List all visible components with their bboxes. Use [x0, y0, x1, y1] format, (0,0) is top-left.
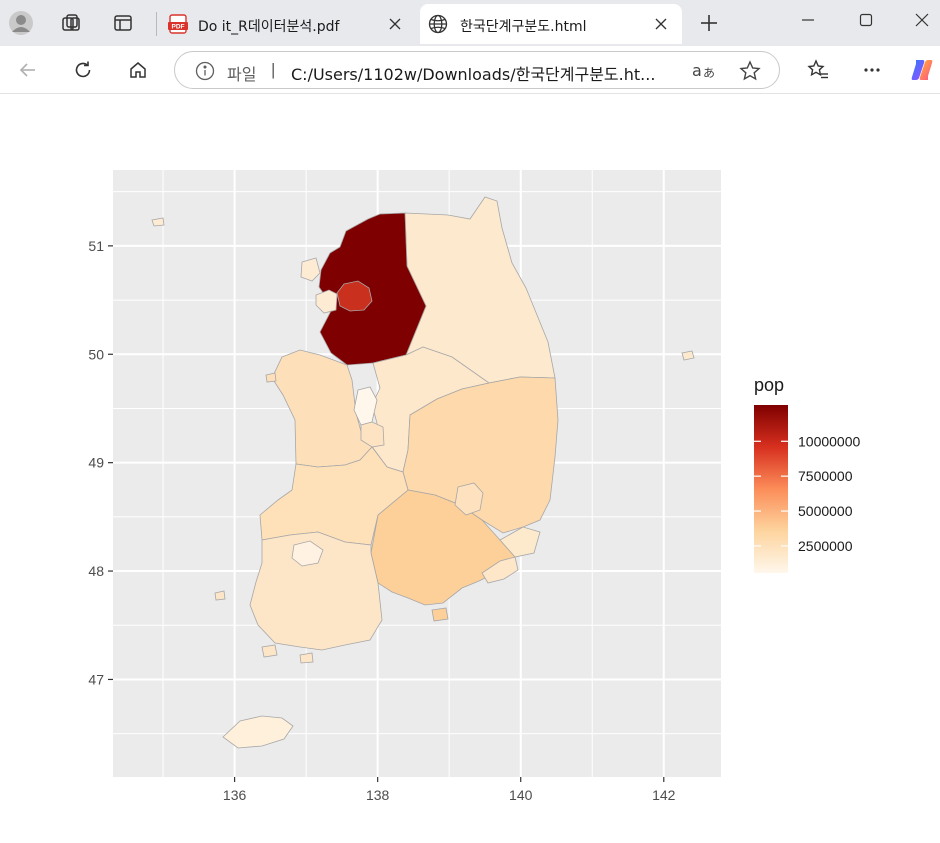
island-south-1	[261, 644, 278, 658]
vertical-tabs-icon[interactable]	[108, 8, 138, 38]
legend-title: pop	[754, 375, 784, 395]
pdf-icon: PDF	[168, 14, 188, 37]
favorite-star-icon[interactable]	[739, 60, 761, 87]
island-west-1	[265, 372, 277, 383]
new-tab-icon[interactable]	[694, 8, 724, 38]
legend-break-label: 10000000	[798, 433, 861, 449]
copilot-icon[interactable]	[906, 54, 938, 86]
region-gyeonggi	[318, 212, 427, 366]
region-jeonnam	[249, 531, 383, 651]
island-baengnyeong	[151, 217, 165, 227]
island-south-2	[431, 607, 449, 622]
navigation-toolbar: 파일 | C:/Users/1102w/Downloads/한국단계구분도.ht…	[0, 46, 940, 94]
refresh-icon[interactable]	[67, 54, 99, 86]
page-content: 136 138 140 142 47 48 49 50 51 pop 10000000 75000…	[0, 95, 940, 843]
legend-break-label: 5000000	[798, 503, 853, 519]
favorites-icon[interactable]	[802, 54, 834, 86]
tab-active-html[interactable]: 한국단계구분도.html	[420, 4, 682, 44]
address-separator: |	[271, 60, 276, 79]
region-gwangju	[291, 540, 324, 567]
y-tick-label: 47	[88, 671, 104, 687]
region-daejeon	[360, 421, 385, 448]
y-tick-label: 51	[88, 238, 104, 254]
legend-breaks: 10000000 7500000 5000000 2500000	[754, 433, 861, 554]
map-regions	[151, 196, 695, 749]
region-jeju	[222, 715, 294, 749]
tab-bar: PDF Do it_R데이터분석.pdf 한국단계구분도.html	[0, 0, 940, 46]
tab-pdf[interactable]: PDF Do it_R데이터분석.pdf	[160, 4, 416, 44]
minimize-icon[interactable]	[780, 0, 836, 40]
tab-title: Do it_R데이터분석.pdf	[198, 19, 340, 35]
y-tick-label: 48	[88, 563, 104, 579]
svg-text:PDF: PDF	[172, 24, 185, 31]
grid-lines	[113, 170, 721, 777]
svg-text:あ: あ	[703, 66, 715, 80]
y-tick-label: 50	[88, 346, 104, 362]
choropleth-map: 136 138 140 142 47 48 49 50 51 pop 10000000 75000…	[88, 170, 861, 803]
region-incheon	[315, 289, 338, 314]
maximize-icon[interactable]	[838, 0, 894, 40]
svg-text:a: a	[692, 61, 702, 80]
tab-divider	[156, 12, 157, 36]
island-south-3	[299, 652, 314, 664]
region-seoul	[336, 280, 373, 312]
y-tick-label: 49	[88, 455, 104, 471]
region-daegu	[454, 482, 484, 516]
tab-title: 한국단계구분도.html	[460, 19, 587, 35]
close-tab-icon[interactable]	[384, 13, 406, 35]
globe-icon	[428, 14, 448, 37]
address-scheme-label: 파일	[227, 65, 257, 84]
island-west-2	[214, 590, 226, 601]
close-tab-icon[interactable]	[650, 13, 672, 35]
region-jeonbuk	[259, 446, 409, 546]
address-bar[interactable]: 파일 | C:/Users/1102w/Downloads/한국단계구분도.ht…	[174, 51, 780, 89]
legend-colorbar	[754, 405, 788, 573]
info-icon[interactable]	[195, 61, 215, 86]
x-tick-label: 140	[509, 787, 533, 803]
profile-avatar-icon[interactable]	[6, 8, 36, 38]
close-window-icon[interactable]	[894, 0, 940, 40]
region-incheon-ganghwa	[300, 257, 321, 282]
legend-break-label: 7500000	[798, 468, 853, 484]
x-tick-label: 138	[366, 787, 390, 803]
more-options-icon[interactable]	[856, 54, 888, 86]
legend-break-label: 2500000	[798, 538, 853, 554]
x-tick-label: 142	[652, 787, 676, 803]
region-busan	[481, 556, 519, 584]
island-ulleung	[681, 350, 695, 361]
workspaces-icon[interactable]	[56, 8, 86, 38]
address-url[interactable]: C:/Users/1102w/Downloads/한국단계구분도.ht...	[291, 65, 656, 84]
x-tick-label: 136	[223, 787, 247, 803]
axes: 136 138 140 142 47 48 49 50 51	[88, 238, 675, 803]
back-icon[interactable]	[12, 54, 44, 86]
home-icon[interactable]	[122, 54, 154, 86]
region-ulsan	[499, 526, 541, 558]
